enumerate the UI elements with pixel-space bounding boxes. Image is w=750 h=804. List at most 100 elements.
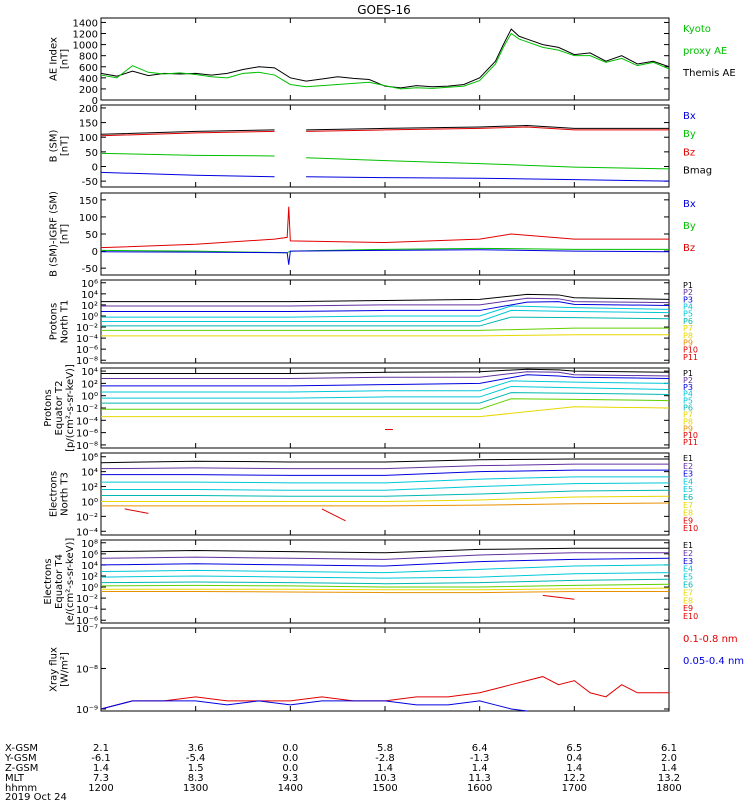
legend-entry: 0.05-0.4 nm <box>683 656 744 667</box>
xaxis-value: 1.4 <box>566 763 582 774</box>
series-p3 <box>101 374 670 387</box>
xaxis-value: 1.4 <box>377 763 393 774</box>
series-p6 <box>101 316 670 327</box>
ylabel-line: Xray flux <box>49 647 60 692</box>
ytick-label: 10⁻² <box>76 404 98 415</box>
xaxis-row-label: X-GSM <box>5 743 38 754</box>
legend-entry: Bz <box>683 243 695 254</box>
xaxis-value: 8.3 <box>188 773 204 784</box>
legend-entry: E7 <box>683 501 693 510</box>
legend-entry: By <box>683 129 696 140</box>
ytick-label: 10⁻⁴ <box>76 334 98 345</box>
ytick-label: 10⁻⁶ <box>76 429 98 440</box>
series-e9 <box>124 508 149 514</box>
legend-entry: Bmag <box>683 166 712 177</box>
series-p6 <box>101 392 670 404</box>
series-bz <box>306 126 669 132</box>
xaxis-value: 12.2 <box>563 773 585 784</box>
ytick-label: 600 <box>79 63 98 74</box>
xaxis-value: 1.4 <box>661 763 677 774</box>
ytick-label: 10⁸ <box>81 539 98 550</box>
legend-entry: E1 <box>683 454 693 463</box>
legend-entry: E8 <box>683 596 693 605</box>
legend-entry: E9 <box>683 516 693 525</box>
series-e6 <box>100 578 670 585</box>
ytick-label: 10⁻² <box>76 512 98 523</box>
ytick-label: 10² <box>81 572 98 583</box>
series-e10 <box>321 508 346 522</box>
legend-entry: E4 <box>683 565 693 574</box>
legend-entry: P8 <box>683 417 693 426</box>
ylabel-line: AE Index <box>49 37 60 81</box>
ytick-label: 10⁻⁶ <box>76 616 98 627</box>
ytick-label: 10⁻⁶ <box>76 345 98 356</box>
series-e6 <box>101 489 670 497</box>
panel-frame <box>100 627 670 712</box>
xaxis-value: 1200 <box>88 783 113 794</box>
xaxis-value: 13.2 <box>658 773 680 784</box>
ylabel-line: [nT] <box>60 224 71 244</box>
ytick-label: 1400 <box>73 18 98 29</box>
xaxis-value: 0.0 <box>282 743 298 754</box>
ytick-label: 150 <box>79 196 98 207</box>
series-bx <box>100 171 275 178</box>
ytick-label: 100 <box>79 133 98 144</box>
ytick-label: 10⁴ <box>81 561 98 572</box>
series-by <box>306 157 670 170</box>
ytick-label: 400 <box>79 74 98 85</box>
ylabel-line: Electrons <box>49 471 60 517</box>
legend-entry: 0.1-0.8 nm <box>683 634 738 645</box>
series-bz <box>100 130 275 137</box>
xaxis-value: 1700 <box>562 783 587 794</box>
series-e4 <box>100 564 670 574</box>
series-p8 <box>101 334 669 337</box>
series-e7 <box>100 583 670 588</box>
series-by <box>100 247 669 254</box>
legend-entry: P1 <box>683 281 693 290</box>
xaxis-value: 1800 <box>656 783 681 794</box>
xaxis-value: 0.0 <box>282 763 298 774</box>
legend-entry: P9 <box>683 338 693 347</box>
panel-bigrf: 150 100 50 0 -50 B (SM)-IGRF (SM) [nT] Bx By Bz <box>49 191 696 277</box>
ytick-label: 10⁶ <box>81 550 98 561</box>
series-e8 <box>101 502 670 507</box>
xaxis-value: 0.4 <box>566 753 582 764</box>
ytick-label: 10⁰ <box>81 392 98 403</box>
legend-entry: E6 <box>683 581 693 590</box>
ylabel-line: B (SM) <box>49 129 60 162</box>
ytick-label: 10⁻² <box>76 594 98 605</box>
xaxis-value: 1.4 <box>472 763 488 774</box>
panel-xray: 10⁻⁷ 10⁻⁸ 10⁻⁹ Xray flux [W/m²] 0.1-0.8 nm 0.0… <box>49 624 745 716</box>
ytick-label: 0 <box>92 247 98 258</box>
xaxis-row-label: Z-GSM <box>5 763 38 774</box>
series-p2 <box>101 297 670 307</box>
legend-entry: E7 <box>683 588 693 597</box>
legend-entry: E10 <box>683 524 698 533</box>
ytick-label: 150 <box>79 119 98 130</box>
legend-entry: E5 <box>683 485 693 494</box>
xaxis-value: 6.4 <box>472 743 488 754</box>
panel-frame <box>100 367 670 449</box>
ylabel-line: [p/(cm²-s-sr-keV)] <box>65 364 76 452</box>
ylabel-line: Electrons <box>43 558 54 604</box>
legend-entry: P4 <box>683 303 693 312</box>
xaxis-value: -2.8 <box>375 753 395 764</box>
series-e3 <box>100 557 670 567</box>
legend-entry: P4 <box>683 390 693 399</box>
ytick-label: 10⁻⁴ <box>76 416 98 427</box>
ytick-label: 50 <box>85 148 98 159</box>
ytick-label: 10² <box>81 379 98 390</box>
panel-frame <box>100 192 670 276</box>
series-p3 <box>101 301 670 313</box>
ylabel-line: [nT] <box>60 49 71 69</box>
ytick-label: 10⁻⁸ <box>76 356 98 367</box>
ytick-label: 10⁰ <box>81 497 98 508</box>
ytick-label: 0 <box>92 96 98 107</box>
ytick-label: 10² <box>81 301 98 312</box>
series-e9 <box>101 590 669 594</box>
series-e7 <box>101 495 670 502</box>
ytick-label: 1200 <box>73 30 98 41</box>
ytick-label: 0 <box>92 163 98 174</box>
series-p4 <box>101 380 670 393</box>
series-kyoto-proxy-ae <box>100 32 670 90</box>
